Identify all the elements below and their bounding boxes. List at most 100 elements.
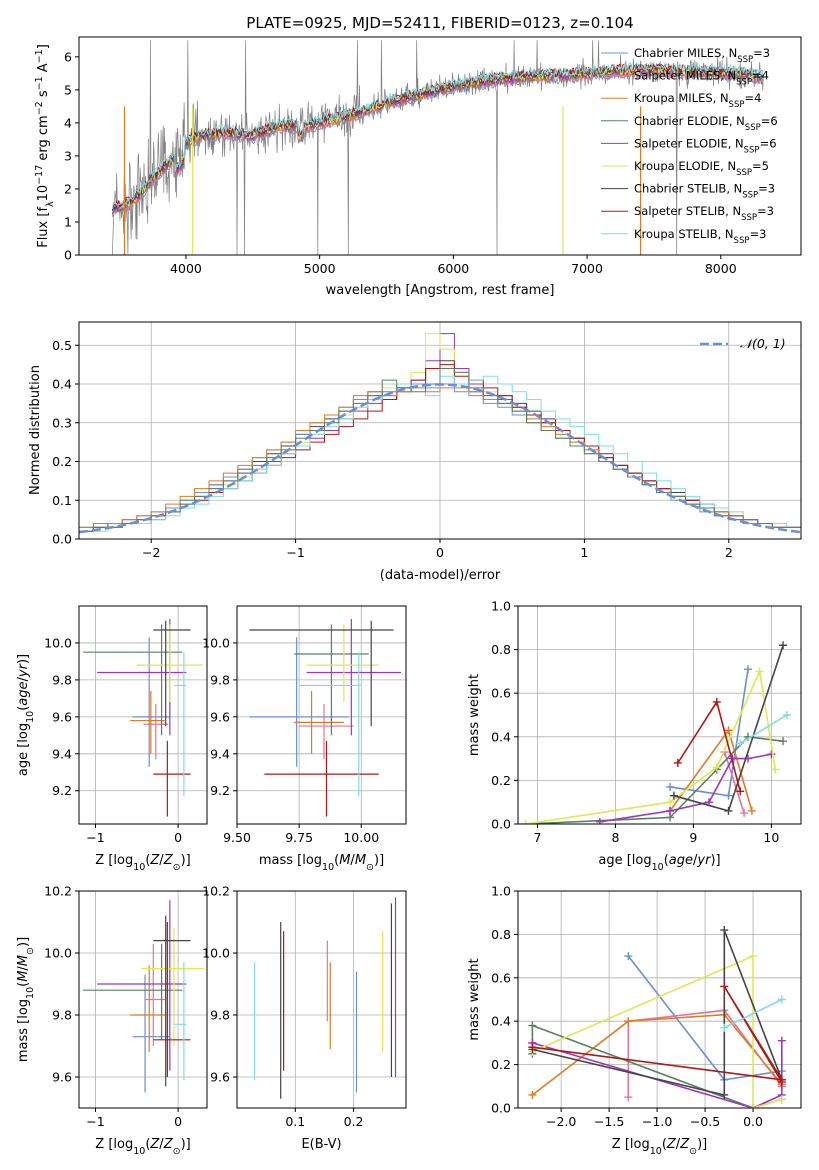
data-point-marker [669, 791, 678, 800]
data-point-marker [736, 739, 745, 748]
y-tick-label: 0.0 [52, 532, 72, 547]
data-point-marker [624, 952, 633, 961]
label-part: Z [679, 1137, 690, 1152]
y-tick-label: 9.2 [52, 783, 72, 798]
label-part: Z [666, 1137, 677, 1152]
label-part: ⊙ [173, 1146, 181, 1157]
data-point-marker [720, 1090, 729, 1099]
data-point-marker [736, 787, 745, 796]
label-part: ( [16, 706, 31, 711]
legend-tail: =3 [753, 46, 770, 60]
chart-title: PLATE=0925, MJD=52411, FIBERID=0123, z=0… [246, 14, 633, 32]
x-tick-label: 1 [580, 545, 588, 560]
y-tick-label: 9.4 [210, 746, 230, 761]
y-axis-label: mass [log10(M/M⊙)] [16, 937, 36, 1062]
label-part: / [676, 1137, 681, 1152]
y-axis-label: mass weight [467, 958, 482, 1040]
label-part: M [355, 853, 366, 868]
x-tick-label: 0.0 [743, 1114, 763, 1129]
y-tick-label: 9.8 [210, 672, 230, 687]
data-point-marker [528, 1090, 537, 1099]
legend-tail: =5 [752, 159, 769, 173]
data-point-marker [720, 982, 729, 991]
x-axis-label: E(B-V) [301, 1137, 341, 1152]
data-point-marker [528, 1043, 537, 1052]
label-part: / [16, 676, 31, 681]
mass-weight-line [532, 929, 783, 1097]
data-point-marker [724, 791, 733, 800]
y-axis-label: mass weight [467, 674, 482, 756]
y-tick-label: 0 [64, 248, 72, 263]
legend-text: Salpeter ELODIE, N [634, 136, 744, 150]
label-part: ⊙ [689, 1146, 697, 1157]
x-tick-label: −1.0 [642, 1114, 672, 1129]
histogram-series [79, 368, 801, 539]
label-part: 10 [133, 1146, 145, 1157]
label-part: Flux [f [36, 207, 51, 248]
legend-sub: SSP [741, 213, 757, 223]
data-point-marker [777, 1036, 786, 1045]
label-part: mass [log [259, 853, 322, 868]
legend-tail: =4 [744, 91, 761, 105]
label-part: )] [181, 1137, 191, 1152]
legend-tail: =3 [749, 227, 766, 241]
label-part: mass [log [16, 999, 31, 1062]
label-part: )] [374, 853, 384, 868]
mass-weight-line [739, 714, 788, 744]
x-axis-label: Z [log10(Z/Z⊙)] [95, 1137, 190, 1157]
y-tick-label: 1 [64, 214, 72, 229]
x-axis-label: Z [log10(Z/Z⊙)] [95, 853, 190, 873]
legend-text: Kroupa ELODIE, N [634, 159, 736, 173]
x-tick-label: 2 [725, 545, 733, 560]
y-tick-label: 5 [64, 82, 72, 97]
x-tick-label: 10 [763, 830, 779, 845]
data-point-marker [782, 711, 791, 719]
label-part: 10 [133, 862, 145, 873]
y-tick-label: 10.2 [202, 884, 230, 899]
label-part: Z [log [612, 1137, 650, 1152]
label-part: age [669, 853, 693, 868]
x-axis-label: Z [log10(Z/Z⊙)] [612, 1137, 707, 1157]
legend-text: Chabrier ELODIE, N [634, 114, 745, 128]
data-point-marker [724, 726, 733, 735]
label-part: −1 [34, 49, 45, 63]
x-tick-label: −1.5 [594, 1114, 624, 1129]
label-part: ( [334, 853, 339, 868]
mass-weight-line [532, 986, 784, 1083]
x-tick-label: 0.1 [285, 1114, 305, 1129]
x-tick-label: 5000 [304, 261, 336, 276]
axes-frame [78, 36, 802, 256]
x-tick-label: −2.0 [546, 1114, 576, 1129]
data-point-marker [779, 641, 788, 650]
label-part: −2 [34, 101, 45, 115]
legend-label: 𝒩(0, 1) [740, 336, 786, 351]
y-tick-label: 0.2 [491, 1057, 511, 1072]
label-part: −17 [34, 165, 45, 185]
x-tick-label: 4000 [170, 261, 202, 276]
label-part: Z [log [95, 853, 133, 868]
legend-sub: SSP [742, 191, 758, 201]
label-part: erg cm [36, 115, 51, 164]
label-part: / [159, 1137, 164, 1152]
legend-tail: =6 [760, 136, 777, 150]
label-part: 10 [650, 1146, 662, 1157]
plot-area [518, 891, 801, 1108]
legend-text: Kroupa STELIB, N [634, 227, 734, 241]
y-tick-label: 0.8 [491, 642, 511, 657]
label-part: ( [145, 853, 150, 868]
y-axis-label: Flux [fλ10−17 erg cm−2 s−1 A−1] [34, 44, 56, 248]
data-point-marker [720, 926, 729, 935]
x-tick-label: 9.50 [223, 830, 251, 845]
x-tick-label: −0.5 [690, 1114, 720, 1129]
y-tick-label: 0.8 [491, 927, 511, 942]
model-spectrum [111, 61, 764, 209]
chart-mass_weight_vs_Z: −2.0 −1.5 −1.0 −0.5 0.0 0.0 0.2 0.4 0.6 0.8 1.0 Z [… [467, 884, 802, 1157]
legend-text: Chabrier MILES, N [634, 46, 737, 60]
y-tick-label: 0.3 [52, 415, 72, 430]
y-tick-label: 9.4 [52, 746, 72, 761]
data-point-marker [724, 806, 733, 815]
label-part: / [159, 853, 164, 868]
y-tick-label: 9.6 [52, 1070, 72, 1085]
legend-sub: SSP [744, 145, 760, 155]
label-part: )] [16, 937, 31, 947]
